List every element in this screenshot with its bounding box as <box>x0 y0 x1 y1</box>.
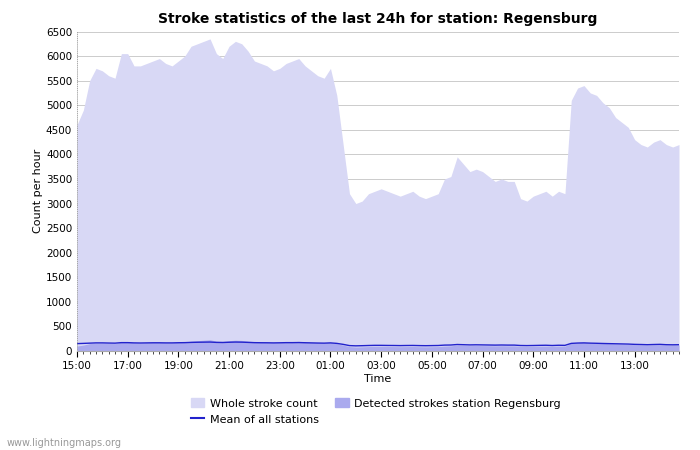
X-axis label: Time: Time <box>365 374 391 384</box>
Title: Stroke statistics of the last 24h for station: Regensburg: Stroke statistics of the last 24h for st… <box>158 12 598 26</box>
Y-axis label: Count per hour: Count per hour <box>33 149 43 234</box>
Text: www.lightningmaps.org: www.lightningmaps.org <box>7 438 122 448</box>
Legend: Whole stroke count, Mean of all stations, Detected strokes station Regensburg: Whole stroke count, Mean of all stations… <box>191 398 561 424</box>
